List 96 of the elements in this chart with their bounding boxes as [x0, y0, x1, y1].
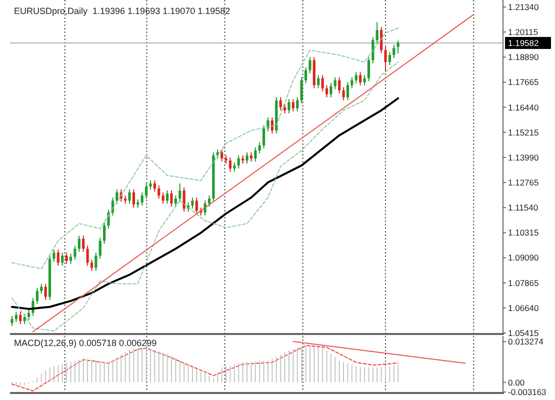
y-tick-label: 1.16440	[508, 102, 539, 112]
candlestick	[40, 283, 43, 294]
candlestick	[392, 44, 396, 59]
y-tick-label: 1.11540	[508, 202, 538, 213]
candlestick	[396, 40, 400, 54]
candlestick	[162, 192, 164, 204]
candlestick	[308, 56, 312, 74]
candlestick	[56, 249, 60, 266]
candlestick	[23, 313, 26, 325]
candlestick	[98, 237, 102, 260]
candlestick	[376, 22, 378, 44]
candlestick	[330, 82, 332, 98]
candlestick	[74, 245, 76, 260]
candlestick	[304, 66, 308, 84]
candlestick	[174, 195, 177, 208]
candlestick	[52, 249, 56, 262]
candlestick	[300, 76, 303, 104]
candlestick	[78, 235, 80, 252]
candlestick	[246, 152, 248, 164]
candlestick	[296, 96, 299, 112]
candlestick	[388, 52, 391, 66]
y-tick-label: 1.20115	[508, 27, 538, 38]
candlestick	[65, 252, 68, 264]
candlestick	[338, 76, 341, 94]
candlestick	[14, 311, 18, 323]
candlestick	[69, 253, 72, 264]
candlestick	[107, 208, 110, 230]
line-series	[12, 62, 399, 332]
candlestick	[354, 72, 358, 84]
candlestick	[228, 156, 232, 172]
candlestick	[144, 182, 148, 200]
y-tick-label: 0.00	[508, 377, 525, 388]
ref-line-label: 1.19582	[508, 38, 539, 48]
chart-title: MACD(12,26,9) 0.005718 0.006299	[14, 338, 157, 348]
candlestick	[342, 86, 345, 101]
candlestick	[82, 235, 85, 252]
text: EURUSDpro,Daily 1.19396 1.19693 1.19070 1.19582	[14, 6, 230, 16]
y-tick-label: 1.21340	[508, 2, 539, 12]
candlestick	[283, 104, 286, 114]
y-tick-label: 1.05415	[508, 328, 539, 338]
candlestick	[317, 74, 320, 89]
candlestick	[384, 46, 387, 71]
candlestick	[116, 188, 118, 204]
line-series	[12, 28, 399, 270]
candlestick	[158, 184, 160, 200]
candlestick	[195, 197, 198, 214]
candlestick	[262, 124, 266, 149]
candlestick	[279, 96, 282, 111]
candlestick	[61, 252, 64, 266]
candlestick	[149, 180, 152, 190]
y-tick-label: 1.09090	[508, 252, 539, 263]
candlestick	[182, 187, 186, 212]
y-tick-label: 1.07865	[508, 278, 539, 288]
candlestick	[237, 154, 240, 169]
candlestick	[367, 56, 370, 82]
candlestick	[292, 98, 294, 112]
candlestick	[178, 182, 182, 202]
candlestick	[220, 148, 224, 162]
candlestick	[250, 152, 253, 162]
y-tick-label: 0.013274	[508, 336, 544, 347]
y-tick-label: 1.10315	[508, 228, 539, 238]
candlestick	[346, 82, 350, 101]
y-tick-label: 1.12765	[508, 177, 539, 188]
candlestick	[233, 162, 236, 172]
candlestick	[288, 98, 290, 114]
candlestick	[140, 192, 144, 206]
candlestick	[132, 188, 135, 208]
candlestick	[19, 311, 22, 325]
candlestick	[359, 72, 362, 86]
y-tick-label: 1.17665	[508, 77, 539, 88]
candlestick	[36, 287, 38, 305]
y-tick-label: 1.13990	[508, 152, 539, 162]
candlestick	[90, 259, 94, 272]
candlestick	[266, 116, 270, 132]
candlestick	[325, 84, 328, 98]
candlestick	[86, 245, 89, 266]
candlestick	[103, 222, 106, 244]
candlestick	[10, 315, 14, 327]
candlestick	[27, 309, 30, 320]
y-tick-label: 1.15215	[508, 127, 539, 138]
candlestick	[153, 180, 156, 192]
y-tick-label: -0.003163	[508, 386, 547, 397]
candlestick	[166, 190, 169, 204]
candlestick	[254, 146, 257, 162]
y-tick-label: 1.06640	[508, 302, 539, 313]
candlestick	[208, 195, 211, 208]
candlestick	[170, 190, 173, 208]
candlestick	[321, 74, 324, 92]
candlestick	[191, 197, 194, 210]
candlestick	[258, 142, 261, 154]
candlestick	[363, 74, 366, 86]
y-tick-label: 1.18890	[508, 52, 539, 62]
line-series	[11, 97, 400, 310]
candlestick	[128, 188, 131, 204]
candlestick	[94, 252, 98, 272]
candlestick	[44, 283, 47, 300]
